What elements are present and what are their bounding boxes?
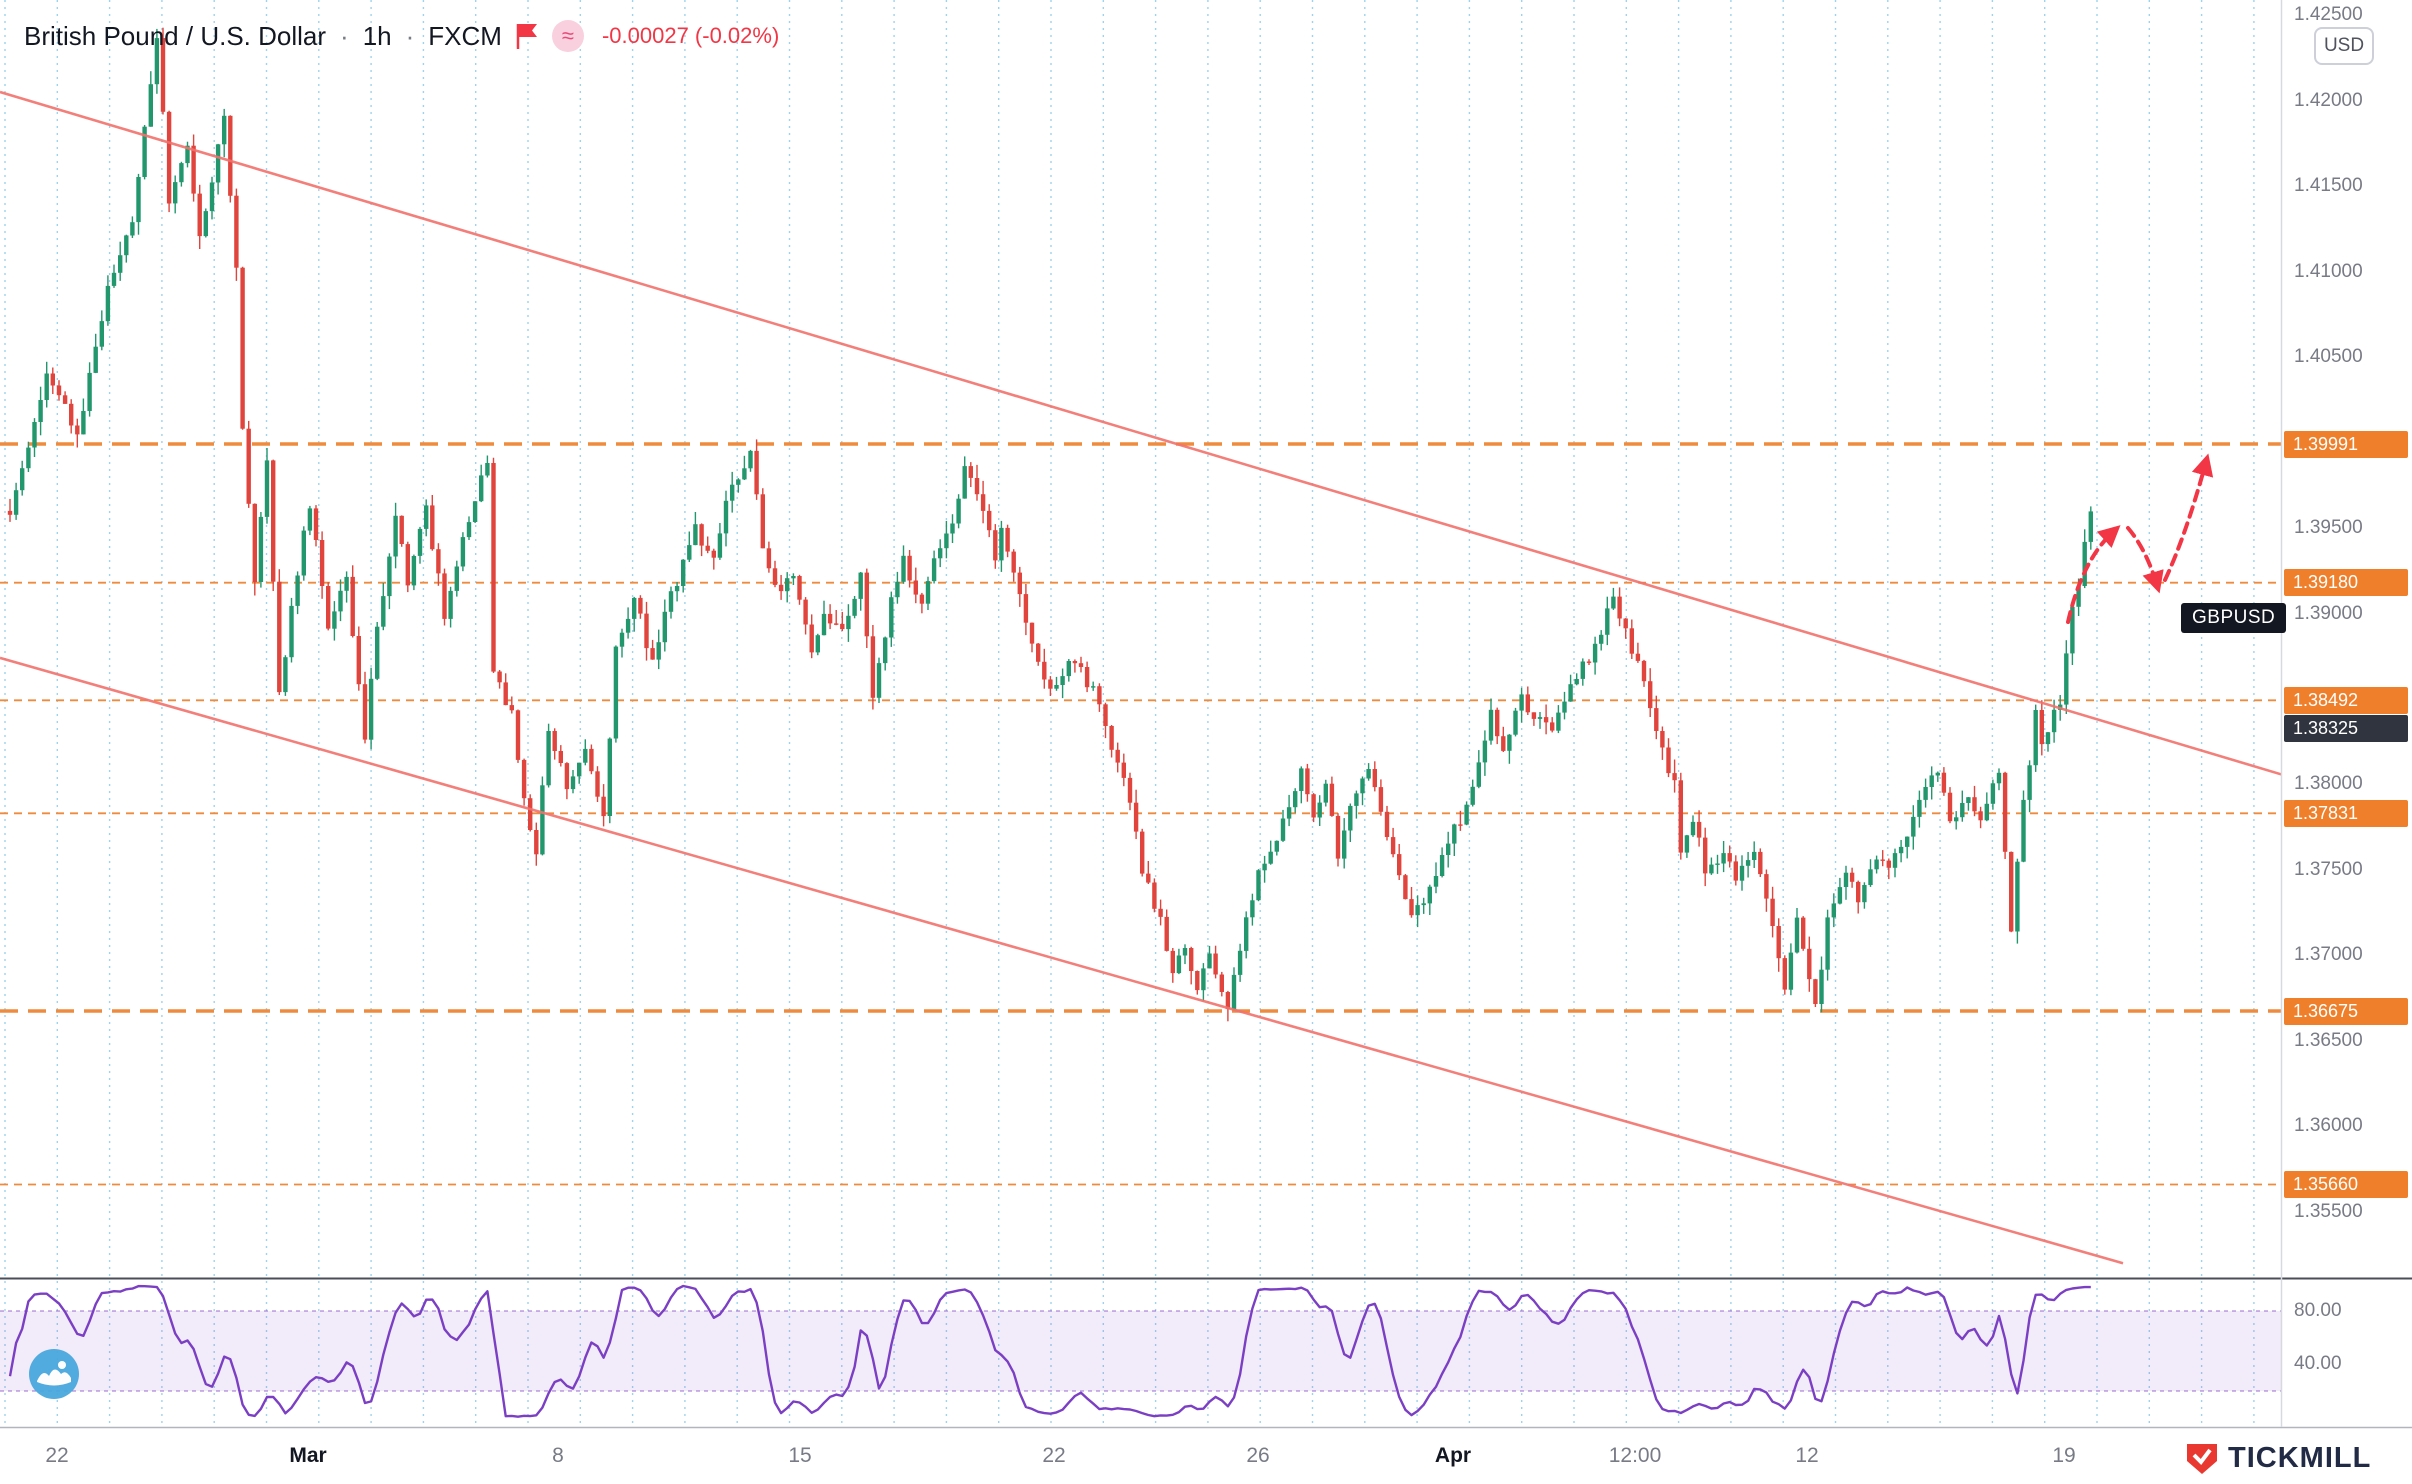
symbol-title[interactable]: British Pound / U.S. Dollar (24, 20, 327, 51)
symbol-price-label: GBPUSD (2181, 603, 2287, 633)
grid-lines (4, 0, 2255, 1427)
watermark-logo (28, 1348, 80, 1400)
flag-icon[interactable] (514, 21, 540, 51)
candlesticks (7, 27, 2093, 1022)
horizontal-level-lines[interactable] (0, 442, 2281, 1186)
pane-separators (0, 0, 2412, 1429)
oscillator-band (0, 1310, 2281, 1392)
approx-idea-icon[interactable]: ≈ (551, 20, 584, 52)
symbol-legend: British Pound / U.S. Dollar · 1h · FXCM … (24, 20, 779, 52)
title-separator: · (340, 20, 349, 51)
trend-channel-lines[interactable] (0, 90, 2292, 1265)
title-separator: · (405, 20, 415, 51)
currency-toggle-button[interactable]: USD (2314, 27, 2374, 65)
interval-label[interactable]: 1h (362, 20, 392, 51)
forecast-arrows[interactable] (2066, 453, 2214, 624)
exchange-label[interactable]: FXCM (428, 20, 502, 51)
tickmill-logo: TICKMILL (2186, 1441, 2371, 1475)
price-change: -0.00027 (-0.02%) (601, 23, 780, 48)
tickmill-text: TICKMILL (2228, 1441, 2372, 1474)
tickmill-icon (2187, 1444, 2217, 1474)
oscillator-line (8, 1284, 2091, 1418)
